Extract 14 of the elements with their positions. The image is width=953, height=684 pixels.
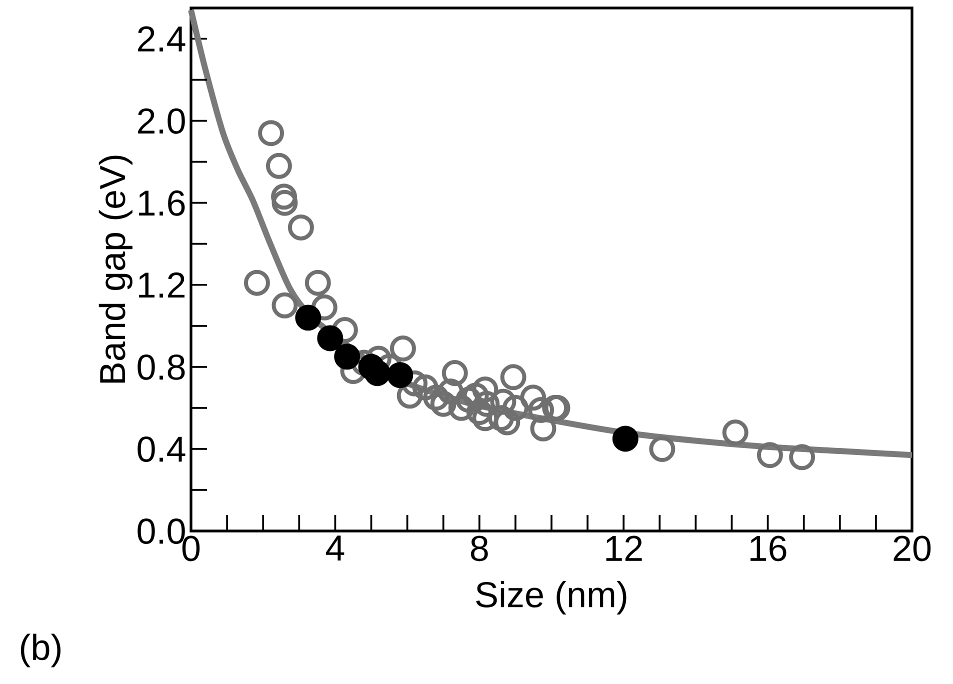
y-tick-label: 1.6 — [138, 190, 185, 216]
y-tick-label: 0.8 — [138, 354, 185, 380]
x-tick-label: 4 — [326, 536, 344, 560]
y-tick-label: 2.4 — [138, 26, 186, 52]
x-tick-label: 20 — [894, 536, 931, 562]
x-tick-label: 12 — [606, 536, 642, 561]
x-axis-title: Size (nm) — [476, 580, 626, 615]
y-tick-label: 2.0 — [138, 108, 185, 134]
x-tick-label: 8 — [470, 536, 488, 562]
y-tick-label: 1.2 — [138, 272, 184, 298]
x-tick-label: 16 — [750, 536, 786, 562]
y-axis-title: Band gap (eV) — [98, 156, 132, 383]
y-tick-label: 0.4 — [138, 436, 186, 462]
text: (b) — [20, 634, 60, 668]
